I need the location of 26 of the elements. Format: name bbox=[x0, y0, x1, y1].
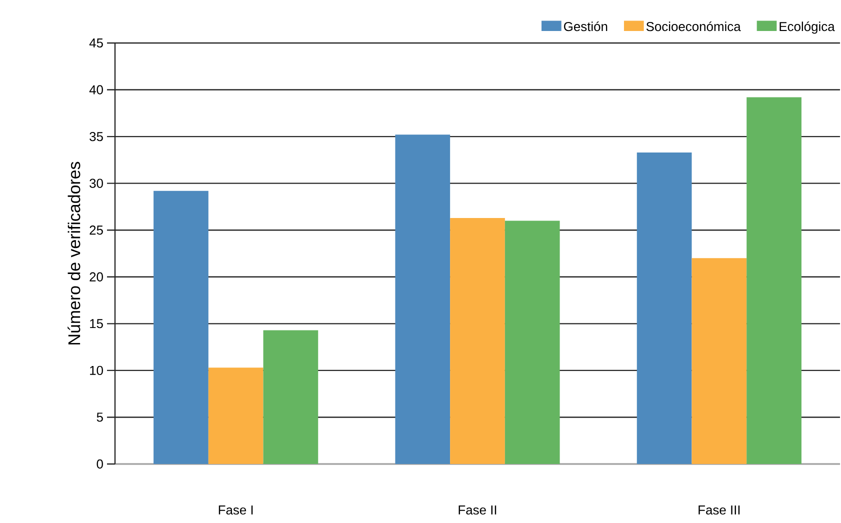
y-tick-label: 35 bbox=[90, 132, 103, 142]
y-tick-label: 5 bbox=[96, 412, 103, 422]
y-tick-label: 45 bbox=[89, 38, 103, 48]
y-tick-label: 20 bbox=[90, 272, 103, 282]
bar bbox=[450, 218, 505, 464]
bar bbox=[208, 368, 264, 464]
x-tick-label: Fase II bbox=[458, 506, 496, 515]
legend-label: Socioeconómica bbox=[646, 21, 741, 32]
bar bbox=[746, 97, 802, 464]
bar bbox=[504, 220, 560, 464]
bar bbox=[692, 258, 747, 464]
y-tick-label: 15 bbox=[90, 319, 103, 328]
x-tick-label: Fase III bbox=[698, 506, 740, 515]
x-tick-label: Fase I bbox=[218, 506, 253, 515]
bar bbox=[154, 190, 208, 464]
bar bbox=[636, 152, 692, 464]
y-tick-label: 40 bbox=[89, 85, 103, 94]
y-axis-title: Número de verificadores bbox=[68, 162, 80, 344]
y-tick-label: 25 bbox=[90, 226, 103, 235]
y-tick-label: 10 bbox=[90, 366, 103, 376]
y-tick-label: 30 bbox=[90, 178, 103, 188]
legend-label: Ecológica bbox=[780, 21, 835, 34]
legend-label: Gestión bbox=[564, 21, 608, 32]
bar bbox=[263, 330, 318, 464]
y-tick-label: 0 bbox=[96, 459, 103, 469]
bar bbox=[395, 134, 450, 464]
